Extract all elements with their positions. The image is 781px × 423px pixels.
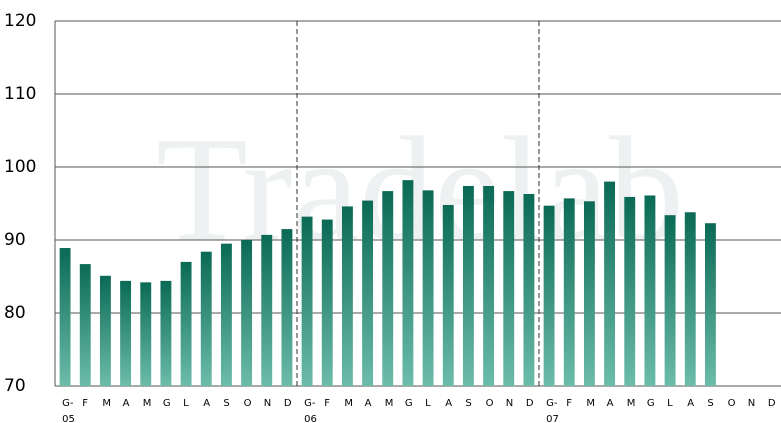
x-tick-label: G	[647, 398, 655, 409]
x-tick-label: G-	[546, 398, 558, 409]
x-tick-label: M	[102, 398, 111, 409]
bar	[59, 248, 71, 386]
x-tick-label: A	[687, 398, 694, 409]
bar	[99, 275, 111, 386]
x-tick-label: O	[244, 398, 252, 409]
bar	[341, 206, 353, 386]
bar	[281, 229, 293, 386]
bar	[442, 204, 454, 386]
y-tick-label: 110	[4, 84, 36, 104]
bar	[624, 196, 636, 386]
x-tick-label: L	[425, 398, 431, 409]
x-year-label: 05	[62, 414, 75, 423]
bar	[503, 191, 515, 386]
x-tick-label: O	[486, 398, 494, 409]
x-tick-label: S	[465, 398, 471, 409]
bar	[120, 280, 132, 386]
x-tick-label: G	[405, 398, 413, 409]
x-tick-label: F	[324, 398, 330, 409]
x-tick-label: A	[203, 398, 210, 409]
bar	[382, 191, 394, 386]
x-tick-label: M	[143, 398, 152, 409]
y-tick-label: 70	[4, 376, 26, 396]
x-tick-label: L	[183, 398, 189, 409]
x-tick-label: A	[123, 398, 130, 409]
bar	[200, 251, 212, 386]
bar	[160, 280, 172, 386]
bar	[79, 264, 91, 386]
x-tick-label: M	[385, 398, 394, 409]
x-tick-label: L	[667, 398, 673, 409]
bar	[220, 243, 232, 386]
x-tick-label: F	[566, 398, 572, 409]
y-tick-label: 80	[4, 303, 26, 323]
x-tick-label: O	[728, 398, 736, 409]
bar	[684, 212, 696, 386]
x-tick-label: F	[82, 398, 88, 409]
x-year-label: 06	[304, 414, 317, 423]
bar	[180, 261, 192, 386]
bar	[402, 180, 414, 386]
x-tick-label: D	[768, 398, 776, 409]
x-tick-label: G-	[304, 398, 316, 409]
bar	[483, 185, 495, 386]
bar	[563, 198, 575, 386]
y-tick-label: 120	[4, 11, 36, 31]
bar	[321, 219, 333, 386]
x-tick-label: A	[365, 398, 372, 409]
x-tick-label: A	[607, 398, 614, 409]
x-tick-label: A	[445, 398, 452, 409]
bar	[604, 181, 616, 386]
bar	[704, 223, 716, 386]
bar	[140, 282, 152, 386]
x-tick-label: D	[284, 398, 292, 409]
x-tick-label: S	[223, 398, 229, 409]
x-tick-label: M	[627, 398, 636, 409]
x-tick-label: N	[264, 398, 271, 409]
bar	[362, 200, 374, 386]
bar	[583, 201, 595, 386]
x-tick-label: N	[506, 398, 513, 409]
x-year-label: 07	[546, 414, 559, 423]
bar	[422, 190, 434, 386]
bar	[664, 215, 676, 386]
bar	[644, 195, 656, 386]
x-tick-label: G-	[62, 398, 74, 409]
bar	[241, 240, 253, 386]
x-tick-label: N	[748, 398, 755, 409]
x-tick-label: S	[707, 398, 713, 409]
bar	[543, 205, 555, 386]
bar	[462, 185, 474, 386]
bar	[301, 216, 313, 386]
x-tick-label: M	[586, 398, 595, 409]
bar	[523, 194, 535, 386]
x-tick-label: M	[344, 398, 353, 409]
y-tick-label: 90	[4, 230, 26, 250]
y-tick-label: 100	[4, 157, 36, 177]
x-tick-label: G	[163, 398, 171, 409]
x-tick-label: D	[526, 398, 534, 409]
bar	[261, 234, 273, 386]
